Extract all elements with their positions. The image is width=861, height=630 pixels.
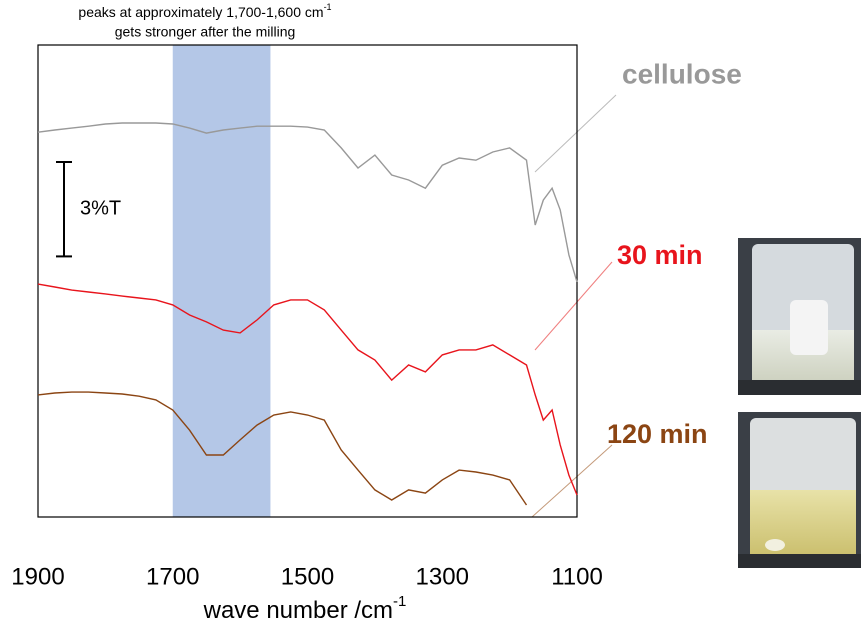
plot-frame bbox=[37, 44, 578, 518]
series-label: 30 min bbox=[617, 240, 703, 270]
annotation-superscript: -1 bbox=[324, 2, 332, 12]
photo-30min bbox=[738, 238, 861, 395]
x-tick-label: 1100 bbox=[551, 563, 603, 590]
x-tick-label: 1500 bbox=[281, 563, 334, 590]
annotation-line2: gets stronger after the milling bbox=[115, 24, 296, 40]
x-tick-label: 1300 bbox=[416, 563, 469, 590]
callout-line bbox=[534, 94, 617, 173]
x-tick-label: 1700 bbox=[146, 563, 199, 590]
scale-bar: 3%T bbox=[56, 161, 121, 258]
highlight-band bbox=[172, 45, 271, 517]
x-axis-label-superscript: -1 bbox=[393, 593, 406, 610]
photo-120min bbox=[738, 412, 861, 568]
series-line bbox=[37, 122, 578, 283]
annotation: peaks at approximately 1,700-1,600 cm-1 bbox=[78, 2, 331, 19]
scale-bar-label: 3%T bbox=[80, 197, 121, 219]
x-axis-label: wave number /cm-1 bbox=[203, 593, 407, 624]
series-label: cellulose bbox=[622, 58, 742, 89]
series-label: 120 min bbox=[607, 419, 708, 449]
annotation-text: peaks at approximately 1,700-1,600 cm bbox=[78, 4, 323, 20]
callout-line bbox=[534, 261, 613, 351]
x-tick-label: 1900 bbox=[11, 563, 64, 590]
series-line bbox=[37, 391, 528, 506]
series-line bbox=[37, 283, 578, 496]
x-axis-label-text: wave number /cm bbox=[203, 597, 393, 624]
